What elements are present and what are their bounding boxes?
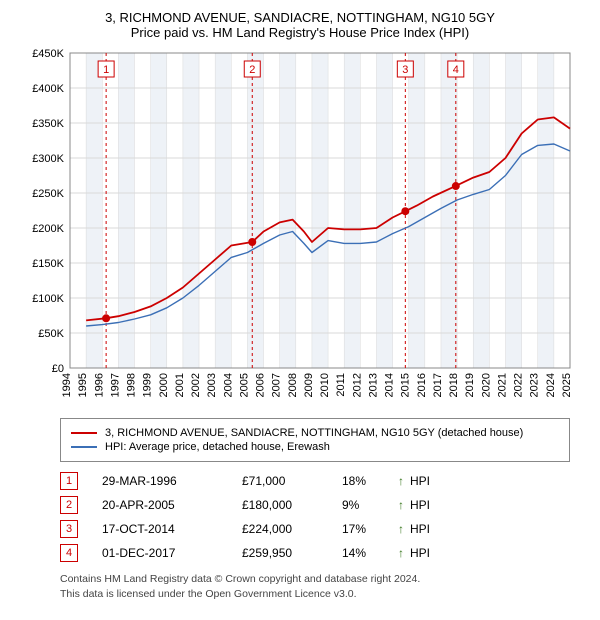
transaction-row: 2 20-APR-2005£180,0009% ↑ HPI (60, 496, 570, 514)
transaction-hpi-label: HPI (410, 546, 430, 560)
transaction-hpi-label: HPI (410, 474, 430, 488)
svg-text:4: 4 (453, 64, 459, 76)
svg-text:2007: 2007 (271, 373, 283, 397)
svg-text:£400K: £400K (32, 83, 64, 95)
svg-text:2020: 2020 (480, 373, 492, 397)
svg-text:2023: 2023 (529, 373, 541, 397)
svg-text:2021: 2021 (496, 373, 508, 397)
transactions-table: 1 29-MAR-1996£71,00018% ↑ HPI 2 20-APR-2005£1… (60, 472, 570, 562)
svg-text:2005: 2005 (238, 373, 250, 397)
transaction-date: 17-OCT-2014 (102, 522, 242, 536)
svg-text:2013: 2013 (367, 373, 379, 397)
transaction-marker: 3 (60, 520, 78, 538)
svg-text:2012: 2012 (351, 373, 363, 397)
chart-title-block: 3, RICHMOND AVENUE, SANDIACRE, NOTTINGHA… (10, 10, 590, 40)
legend-label: HPI: Average price, detached house, Erew… (105, 441, 330, 453)
footer-line-1: Contains HM Land Registry data © Crown c… (60, 572, 570, 587)
svg-text:2017: 2017 (432, 373, 444, 397)
up-arrow-icon: ↑ (398, 474, 404, 488)
svg-text:3: 3 (402, 64, 408, 76)
chart-legend: 3, RICHMOND AVENUE, SANDIACRE, NOTTINGHA… (60, 418, 570, 462)
transaction-marker: 1 (60, 472, 78, 490)
title-subtitle: Price paid vs. HM Land Registry's House … (10, 25, 590, 40)
transaction-price: £71,000 (242, 474, 342, 488)
svg-text:£350K: £350K (32, 118, 64, 130)
legend-swatch (71, 432, 97, 434)
transaction-price: £259,950 (242, 546, 342, 560)
title-address: 3, RICHMOND AVENUE, SANDIACRE, NOTTINGHA… (10, 10, 590, 25)
svg-text:2024: 2024 (545, 373, 557, 397)
svg-text:2001: 2001 (174, 373, 186, 397)
svg-text:1: 1 (103, 64, 109, 76)
svg-text:2006: 2006 (255, 373, 267, 397)
price-chart: £0£50K£100K£150K£200K£250K£300K£350K£400… (20, 48, 580, 408)
svg-text:2022: 2022 (513, 373, 525, 397)
transaction-marker: 2 (60, 496, 78, 514)
svg-text:2009: 2009 (303, 373, 315, 397)
up-arrow-icon: ↑ (398, 498, 404, 512)
svg-text:2010: 2010 (319, 373, 331, 397)
transaction-row: 4 01-DEC-2017£259,95014% ↑ HPI (60, 544, 570, 562)
transaction-row: 3 17-OCT-2014£224,00017% ↑ HPI (60, 520, 570, 538)
transaction-hpi-label: HPI (410, 522, 430, 536)
svg-text:1996: 1996 (93, 373, 105, 397)
up-arrow-icon: ↑ (398, 522, 404, 536)
svg-text:2011: 2011 (335, 373, 347, 397)
svg-text:1994: 1994 (61, 373, 73, 397)
data-attribution: Contains HM Land Registry data © Crown c… (60, 572, 570, 601)
svg-text:1995: 1995 (77, 373, 89, 397)
transaction-delta: 9% (342, 498, 392, 512)
up-arrow-icon: ↑ (398, 546, 404, 560)
svg-text:£450K: £450K (32, 48, 64, 60)
legend-item: 3, RICHMOND AVENUE, SANDIACRE, NOTTINGHA… (71, 427, 559, 439)
transaction-price: £224,000 (242, 522, 342, 536)
svg-text:2019: 2019 (464, 373, 476, 397)
svg-text:2015: 2015 (400, 373, 412, 397)
transaction-delta: 18% (342, 474, 392, 488)
transaction-price: £180,000 (242, 498, 342, 512)
transaction-date: 20-APR-2005 (102, 498, 242, 512)
svg-text:2008: 2008 (287, 373, 299, 397)
svg-text:£300K: £300K (32, 153, 64, 165)
svg-text:£100K: £100K (32, 293, 64, 305)
svg-text:1997: 1997 (109, 373, 121, 397)
svg-text:£250K: £250K (32, 188, 64, 200)
legend-item: HPI: Average price, detached house, Erew… (71, 441, 559, 453)
legend-swatch (71, 446, 97, 448)
svg-text:£150K: £150K (32, 258, 64, 270)
transaction-row: 1 29-MAR-1996£71,00018% ↑ HPI (60, 472, 570, 490)
transaction-hpi-label: HPI (410, 498, 430, 512)
svg-text:2016: 2016 (416, 373, 428, 397)
svg-text:1999: 1999 (142, 373, 154, 397)
transaction-delta: 17% (342, 522, 392, 536)
footer-line-2: This data is licensed under the Open Gov… (60, 587, 570, 602)
svg-text:2025: 2025 (561, 373, 573, 397)
transaction-delta: 14% (342, 546, 392, 560)
svg-text:2002: 2002 (190, 373, 202, 397)
svg-text:2: 2 (249, 64, 255, 76)
transaction-date: 01-DEC-2017 (102, 546, 242, 560)
svg-text:1998: 1998 (126, 373, 138, 397)
legend-label: 3, RICHMOND AVENUE, SANDIACRE, NOTTINGHA… (105, 427, 523, 439)
svg-text:2000: 2000 (158, 373, 170, 397)
transaction-date: 29-MAR-1996 (102, 474, 242, 488)
svg-text:£50K: £50K (38, 328, 64, 340)
svg-text:2018: 2018 (448, 373, 460, 397)
svg-text:2014: 2014 (384, 373, 396, 397)
svg-text:2003: 2003 (206, 373, 218, 397)
transaction-marker: 4 (60, 544, 78, 562)
svg-text:2004: 2004 (222, 373, 234, 397)
svg-text:£200K: £200K (32, 223, 64, 235)
